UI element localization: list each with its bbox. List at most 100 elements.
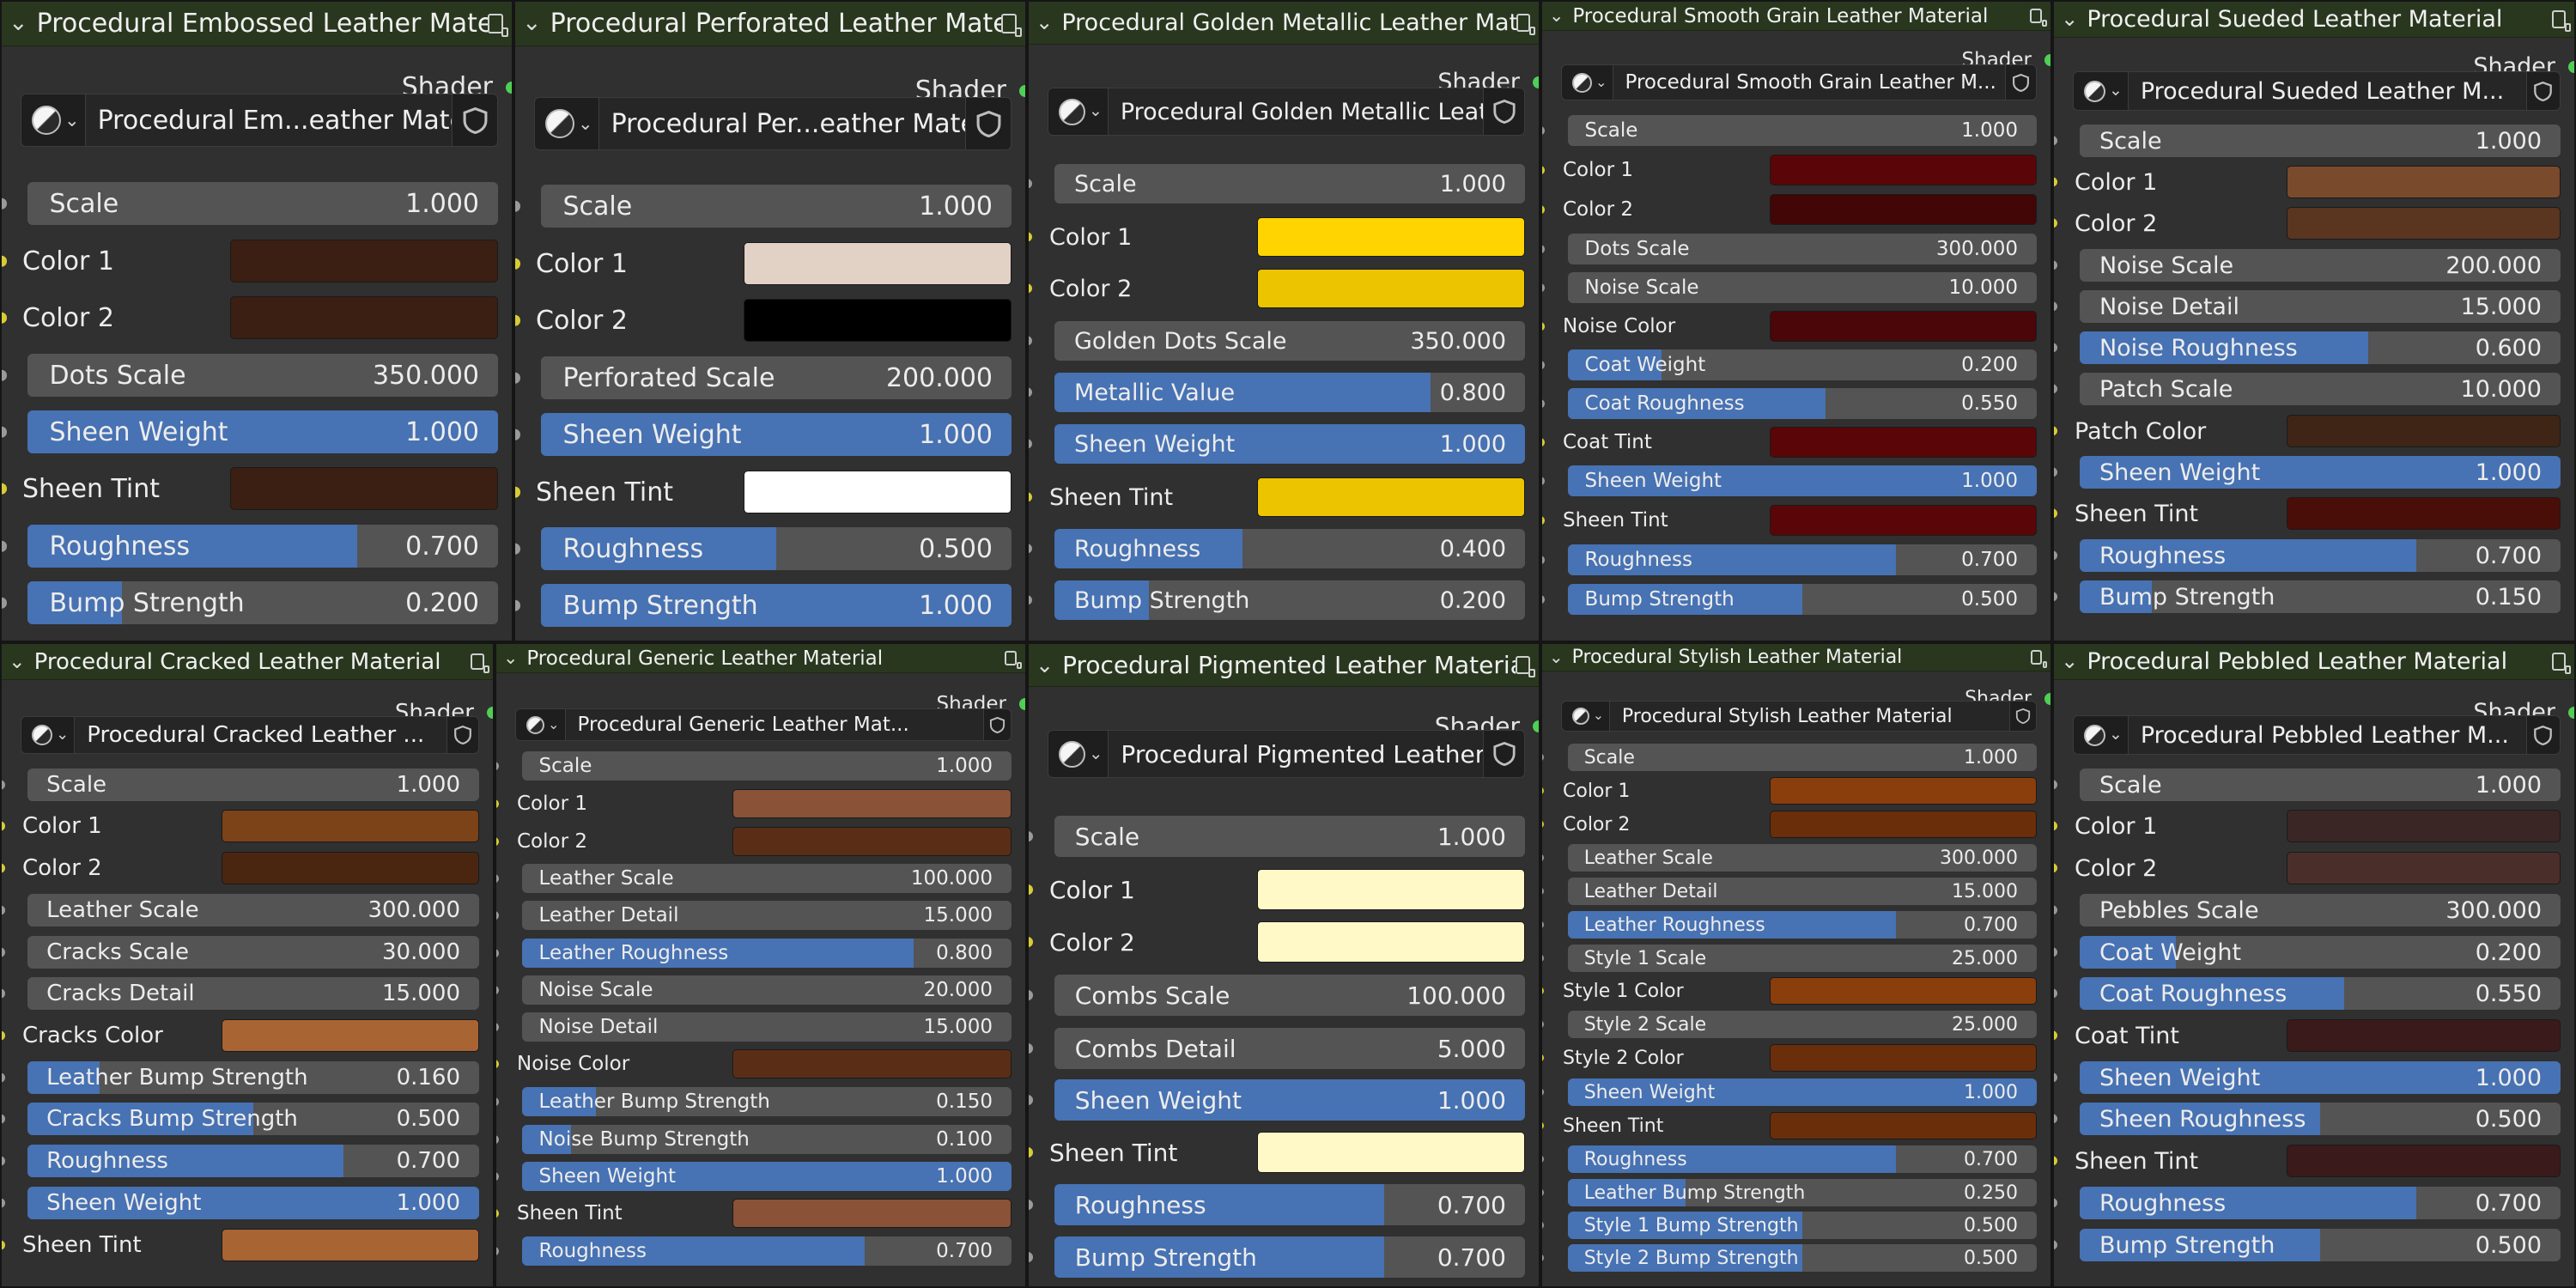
dropdown-chevron-icon[interactable]: ⌄ [1595, 73, 1607, 90]
color-swatch-color-2[interactable] [744, 299, 1012, 342]
value-slider-sheen-weight[interactable]: Sheen Weight 1.000 [1568, 465, 2037, 496]
input-socket[interactable] [2054, 426, 2058, 436]
shader-node-procedural-embossed-leather-material[interactable]: ⌄ Procedural Embossed Leather Material Sha… [0, 0, 513, 642]
input-socket[interactable] [1542, 205, 1545, 214]
fake-user-shield-icon[interactable] [1483, 88, 1524, 135]
input-socket[interactable] [1029, 492, 1033, 502]
color-swatch-color-2[interactable] [1770, 811, 2037, 838]
input-socket[interactable] [496, 1023, 499, 1031]
material-name-field[interactable]: Procedural Pigmented Leather ... [1108, 731, 1484, 777]
input-socket[interactable] [2054, 905, 2058, 915]
value-slider-style-1-scale[interactable]: Style 1 Scale 25.000 [1568, 945, 2037, 972]
value-slider-scale[interactable]: Scale 1.000 [1054, 816, 1525, 857]
input-socket[interactable] [1542, 753, 1545, 762]
node-header[interactable]: ⌄ Procedural Sueded Leather Material [2054, 2, 2574, 38]
node-header[interactable]: ⌄ Procedural Pebbled Leather Material [2054, 644, 2574, 680]
material-selector[interactable]: ⌄ Procedural Sueded Leather M... [2073, 71, 2561, 111]
input-socket[interactable] [1542, 1221, 1545, 1230]
color-swatch-color-1[interactable] [744, 242, 1012, 285]
collapse-chevron-icon[interactable]: ⌄ [9, 649, 26, 674]
dropdown-chevron-icon[interactable]: ⌄ [56, 726, 70, 744]
collapse-chevron-icon[interactable]: ⌄ [1549, 5, 1564, 27]
material-preview-icon[interactable] [1572, 708, 1589, 725]
shader-output-socket[interactable] [1533, 720, 1539, 732]
node-group-icon[interactable] [1516, 14, 1536, 35]
material-selector[interactable]: ⌄ Procedural Stylish Leather Material [1561, 701, 2037, 732]
value-slider-noise-scale[interactable]: Noise Scale 20.000 [522, 975, 1012, 1005]
material-selector[interactable]: ⌄ Procedural Pebbled Leather M... [2073, 715, 2561, 755]
color-swatch-color-1[interactable] [1770, 155, 2037, 185]
input-socket[interactable] [2, 1240, 5, 1250]
color-swatch-cracks-color[interactable] [222, 1019, 479, 1052]
color-swatch-color-1[interactable] [1770, 777, 2037, 805]
input-socket[interactable] [496, 986, 499, 994]
value-slider-scale[interactable]: Scale 1.000 [27, 182, 498, 225]
dropdown-chevron-icon[interactable]: ⌄ [1089, 744, 1103, 764]
value-slider-leather-scale[interactable]: Leather Scale 100.000 [522, 864, 1012, 893]
color-swatch-color-1[interactable] [2287, 810, 2561, 842]
value-slider-style-2-bump-strength[interactable]: Style 2 Bump Strength 0.500 [1568, 1244, 2037, 1272]
node-group-icon[interactable] [1516, 656, 1535, 677]
node-group-icon[interactable] [2030, 650, 2048, 668]
color-swatch-sheen-tint[interactable] [1257, 1132, 1525, 1173]
shader-output-socket[interactable] [2568, 706, 2574, 719]
node-header[interactable]: ⌄ Procedural Smooth Grain Leather Materia… [1542, 2, 2050, 31]
material-name-field[interactable]: Procedural Em...eather Material [84, 94, 453, 146]
color-swatch-sheen-tint[interactable] [2287, 497, 2561, 530]
color-swatch-sheen-tint[interactable] [1770, 505, 2037, 536]
shader-output-socket[interactable] [1019, 85, 1025, 97]
input-socket[interactable] [2, 821, 5, 831]
input-socket[interactable] [496, 799, 499, 808]
input-socket[interactable] [2054, 218, 2058, 228]
input-socket[interactable] [2, 1156, 5, 1166]
value-slider-leather-detail[interactable]: Leather Detail 15.000 [1568, 878, 2037, 905]
value-slider-scale[interactable]: Scale 1.000 [1568, 744, 2037, 771]
input-socket[interactable] [1029, 937, 1033, 947]
input-socket[interactable] [2054, 780, 2058, 790]
input-socket[interactable] [1029, 1095, 1033, 1105]
collapse-chevron-icon[interactable]: ⌄ [2061, 648, 2079, 674]
input-socket[interactable] [1542, 787, 1545, 795]
value-slider-roughness[interactable]: Roughness 0.500 [541, 527, 1012, 570]
value-slider-dots-scale[interactable]: Dots Scale 300.000 [1568, 234, 2037, 264]
value-slider-roughness[interactable]: Roughness 0.700 [1568, 544, 2037, 575]
shader-output-socket[interactable] [2044, 53, 2050, 66]
input-socket[interactable] [2, 197, 7, 210]
value-slider-style-1-bump-strength[interactable]: Style 1 Bump Strength 0.500 [1568, 1212, 2037, 1239]
value-slider-scale[interactable]: Scale 1.000 [522, 751, 1012, 781]
value-slider-scale[interactable]: Scale 1.000 [1568, 115, 2037, 146]
material-name-field[interactable]: Procedural Cracked Leather ... [74, 717, 447, 753]
input-socket[interactable] [1542, 245, 1545, 253]
value-slider-noise-scale[interactable]: Noise Scale 10.000 [1568, 272, 2037, 303]
value-slider-patch-scale[interactable]: Patch Scale 10.000 [2080, 373, 2561, 405]
node-group-icon[interactable] [471, 653, 489, 673]
dropdown-chevron-icon[interactable]: ⌄ [2109, 81, 2123, 100]
material-name-field[interactable]: Procedural Sueded Leather M... [2127, 72, 2526, 110]
input-socket[interactable] [2, 369, 7, 381]
input-socket[interactable] [496, 911, 499, 920]
input-socket[interactable] [496, 874, 499, 883]
fake-user-shield-icon[interactable] [965, 98, 1011, 149]
material-selector[interactable]: ⌄ Procedural Pigmented Leather ... [1048, 730, 1525, 778]
value-slider-leather-roughness[interactable]: Leather Roughness 0.800 [522, 939, 1012, 968]
value-slider-sheen-weight[interactable]: Sheen Weight 1.000 [541, 413, 1012, 456]
input-socket[interactable] [2054, 343, 2058, 353]
value-slider-scale[interactable]: Scale 1.000 [2080, 769, 2561, 801]
color-swatch-sheen-tint[interactable] [1257, 477, 1525, 517]
input-socket[interactable] [2054, 136, 2058, 146]
input-socket[interactable] [2054, 1072, 2058, 1083]
input-socket[interactable] [2, 483, 7, 495]
input-socket[interactable] [2054, 508, 2058, 519]
shader-output-socket[interactable] [487, 706, 493, 719]
color-swatch-coat-tint[interactable] [1770, 427, 2037, 458]
value-slider-leather-bump-strength[interactable]: Leather Bump Strength 0.250 [1568, 1179, 2037, 1206]
input-socket[interactable] [2, 1030, 5, 1041]
material-preview-icon[interactable] [526, 715, 544, 734]
value-slider-sheen-weight[interactable]: Sheen Weight 1.000 [1568, 1078, 2037, 1106]
material-preview-icon[interactable] [1059, 98, 1085, 125]
input-socket[interactable] [2054, 550, 2058, 561]
node-header[interactable]: ⌄ Procedural Pigmented Leather Material [1029, 644, 1539, 687]
input-socket[interactable] [2, 780, 5, 790]
color-swatch-color-1[interactable] [732, 789, 1012, 818]
material-name-field[interactable]: Procedural Smooth Grain Leather M... [1612, 65, 2006, 100]
